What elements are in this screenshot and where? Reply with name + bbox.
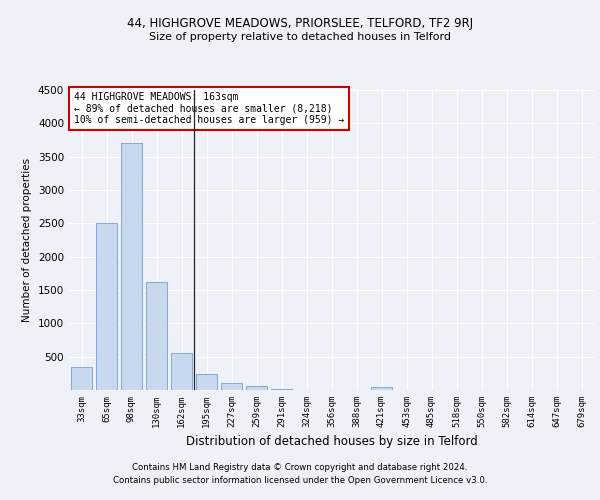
Bar	[246, 386, 267, 390]
Bar	[121, 144, 142, 390]
Text: Size of property relative to detached houses in Telford: Size of property relative to detached ho…	[149, 32, 451, 42]
Bar	[171, 352, 192, 390]
Bar	[371, 386, 392, 390]
Text: 44, HIGHGROVE MEADOWS, PRIORSLEE, TELFORD, TF2 9RJ: 44, HIGHGROVE MEADOWS, PRIORSLEE, TELFOR…	[127, 18, 473, 30]
X-axis label: Distribution of detached houses by size in Telford: Distribution of detached houses by size …	[185, 436, 478, 448]
Text: Contains HM Land Registry data © Crown copyright and database right 2024.: Contains HM Land Registry data © Crown c…	[132, 464, 468, 472]
Bar	[146, 282, 167, 390]
Y-axis label: Number of detached properties: Number of detached properties	[22, 158, 32, 322]
Text: Contains public sector information licensed under the Open Government Licence v3: Contains public sector information licen…	[113, 476, 487, 485]
Text: 44 HIGHGROVE MEADOWS: 163sqm
← 89% of detached houses are smaller (8,218)
10% of: 44 HIGHGROVE MEADOWS: 163sqm ← 89% of de…	[74, 92, 344, 124]
Bar	[221, 384, 242, 390]
Bar	[71, 366, 92, 390]
Bar	[196, 374, 217, 390]
Bar	[96, 224, 117, 390]
